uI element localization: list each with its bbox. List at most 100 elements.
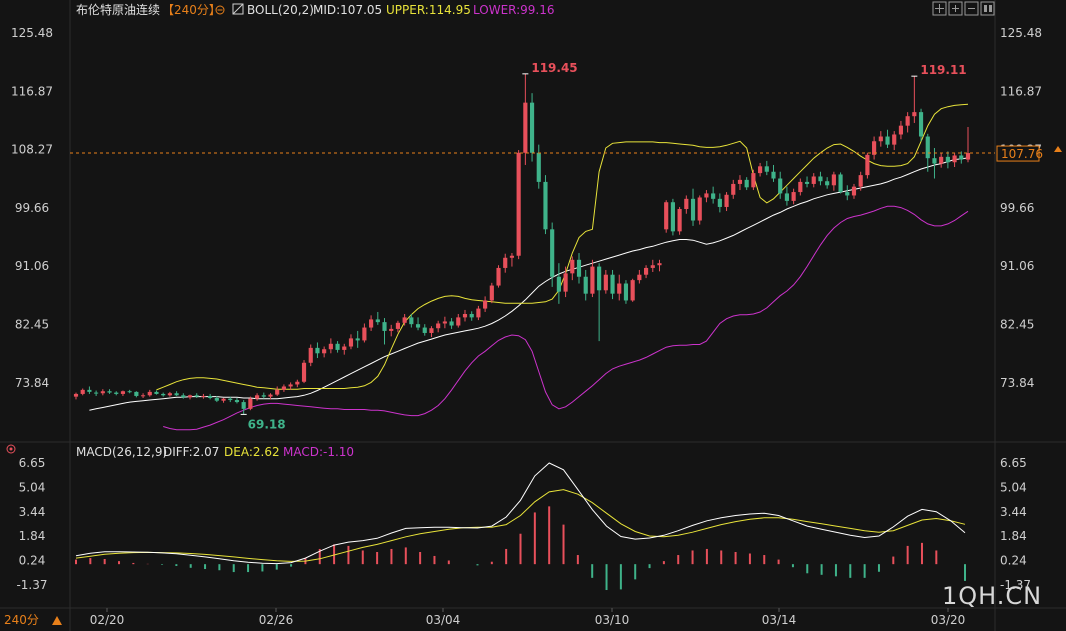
candle-body (570, 259, 575, 274)
candle (382, 318, 387, 345)
candle-body (181, 395, 186, 398)
candle-body (449, 321, 454, 326)
candle-body (576, 259, 582, 277)
candle (415, 317, 421, 331)
candle (241, 400, 246, 415)
candle-body (798, 181, 803, 193)
candle (570, 256, 575, 281)
zoom-in-icon[interactable] (948, 1, 963, 16)
candle-body (771, 171, 776, 179)
candle (831, 171, 836, 191)
candle (402, 314, 407, 326)
macd-tick-right: 0.24 (1000, 554, 1027, 568)
candle-body (389, 328, 394, 331)
candle-body (751, 173, 756, 188)
candle (637, 269, 642, 284)
candle (677, 206, 682, 235)
watermark: 1QH.CN (942, 582, 1042, 610)
macd-settings-icon[interactable] (6, 444, 16, 454)
candle (140, 393, 146, 398)
candle (161, 392, 166, 397)
candle (301, 360, 307, 384)
candle-body (858, 175, 863, 187)
candle (214, 395, 219, 403)
candle-body (845, 192, 850, 196)
candle (409, 314, 414, 328)
candle (268, 393, 273, 400)
candle (918, 108, 924, 142)
indicator-settings-icon[interactable] (232, 3, 244, 15)
candle-body (670, 202, 675, 232)
candle (550, 222, 555, 287)
candle-body (462, 314, 468, 318)
candle-body (436, 323, 441, 329)
y-tick-left: 125.48 (11, 26, 53, 40)
macd-label: MACD(26,12,9) (76, 445, 167, 459)
candle-body (925, 136, 930, 159)
candle-body (885, 136, 890, 145)
candle (201, 393, 206, 399)
period-selector[interactable]: 240分 (4, 613, 39, 627)
candle (94, 390, 99, 396)
macd-tick-right: 3.44 (1000, 505, 1027, 519)
high-annotation-1: 119.45 (531, 61, 577, 75)
candle-body (758, 166, 763, 174)
settings-panel-icon[interactable] (980, 1, 995, 16)
candle (623, 280, 629, 304)
macd-lines (75, 462, 966, 565)
candle-body (878, 136, 883, 142)
candle (234, 398, 240, 404)
macd-dea-label: DEA:2.62 (224, 445, 280, 459)
candle-body (422, 327, 427, 333)
candle (127, 389, 132, 394)
x-tick-label: 03/04 (426, 613, 461, 627)
candle-body (791, 192, 796, 201)
candle-body (918, 112, 924, 137)
macd-tick-left: 6.65 (19, 456, 46, 470)
time-axis: 02/20 02/26 03/04 03/10 03/14 03/20 (90, 608, 965, 627)
candle (791, 188, 796, 205)
candle-body (147, 391, 152, 396)
period-dropdown-icon[interactable] (215, 5, 225, 15)
candle (208, 393, 213, 400)
candle-body (912, 112, 917, 117)
candle (315, 342, 320, 359)
y-tick-right: 125.48 (1000, 26, 1042, 40)
period-label: 【240分】 (162, 3, 221, 17)
candle (483, 296, 488, 312)
candle-body (838, 174, 843, 193)
candle (73, 392, 79, 400)
candle-body (503, 257, 508, 268)
candle-body (442, 321, 447, 324)
candle (603, 269, 608, 294)
candle (804, 176, 810, 188)
high-annotation-2: 119.11 (920, 63, 966, 77)
candle (348, 334, 354, 350)
candle-body (872, 141, 877, 155)
candle (529, 93, 535, 162)
candle-body (744, 179, 749, 188)
y-tick-right: 73.84 (1000, 376, 1034, 390)
candle-body (342, 346, 347, 350)
crosshair-icon[interactable] (932, 1, 947, 16)
zoom-out-icon[interactable] (964, 1, 979, 16)
period-selector-arrow-icon[interactable] (52, 616, 62, 625)
candle-body (831, 174, 836, 186)
candle-body (550, 229, 555, 277)
y-tick-right: 91.06 (1000, 259, 1034, 273)
candle (194, 393, 199, 398)
candle (959, 151, 964, 164)
candle (80, 388, 85, 396)
candle-body (429, 328, 434, 333)
macd-tick-right: 5.04 (1000, 480, 1027, 494)
candle (261, 392, 266, 399)
candle-body (187, 395, 193, 398)
current-price-line: 107.76 (70, 145, 1062, 162)
candle-body (952, 155, 957, 163)
candle (751, 169, 756, 191)
y-tick-left: 116.87 (11, 84, 53, 98)
boll-label: BOLL(20,2) (247, 3, 314, 17)
candle (945, 151, 950, 169)
candle (583, 269, 588, 301)
candle (576, 253, 582, 284)
